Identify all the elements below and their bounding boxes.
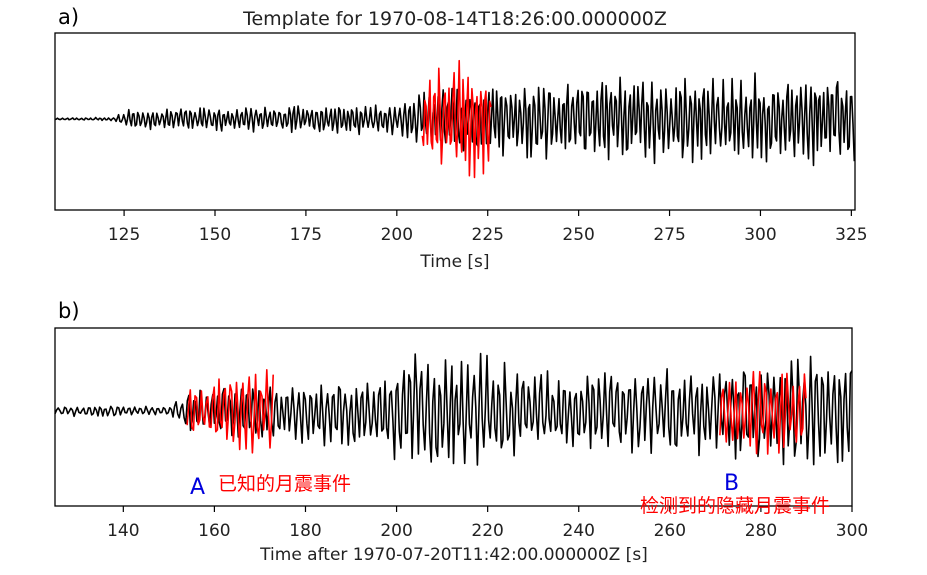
x-tick-label-225: 225 <box>472 225 504 245</box>
x-tick-label-280: 280 <box>745 521 777 541</box>
x-tick-label-300: 300 <box>836 521 868 541</box>
x-tick-label-250: 250 <box>562 225 594 245</box>
panel-a-title: Template for 1970-08-14T18:26:00.000000Z <box>242 8 667 30</box>
annotation-b-letter: B <box>724 471 739 496</box>
x-tick-label-220: 220 <box>471 521 503 541</box>
x-tick-label-275: 275 <box>653 225 685 245</box>
panel-a-x-axis-label: Time [s] <box>419 252 489 272</box>
panel-a-frame <box>54 32 856 211</box>
panel-b: b) 140 160 180 200 220 240 260 280 300 Time afte… <box>54 299 868 565</box>
x-tick-label-325: 325 <box>835 225 867 245</box>
x-tick-label-150: 150 <box>199 225 231 245</box>
panel-b-series-3-red <box>719 370 807 455</box>
x-tick-label-140: 140 <box>107 521 139 541</box>
x-tick-label-240: 240 <box>563 521 595 541</box>
panel-a-waveforms <box>54 59 856 179</box>
panel-b-series-1-black <box>54 352 853 466</box>
x-tick-label-160: 160 <box>198 521 230 541</box>
x-tick-label-200: 200 <box>380 521 412 541</box>
annotation-a-letter: A <box>190 475 205 500</box>
x-tick-label-260: 260 <box>654 521 686 541</box>
x-tick-label-180: 180 <box>289 521 321 541</box>
panel-a-series-1-black <box>54 72 856 167</box>
panel-a-label: a) <box>58 5 79 29</box>
annotation-a-text: 已知的月震事件 <box>218 473 351 495</box>
panel-b-series-2-red <box>186 368 274 454</box>
x-tick-label-300: 300 <box>744 225 776 245</box>
panel-a-series-2-red <box>421 59 492 179</box>
panel-b-label: b) <box>58 299 80 323</box>
annotation-b-text: 检测到的隐藏月震事件 <box>640 495 830 517</box>
x-tick-label-200: 200 <box>381 225 413 245</box>
x-tick-label-175: 175 <box>290 225 322 245</box>
panel-b-x-axis-label: Time after 1970-07-20T11:42:00.000000Z [… <box>259 545 648 565</box>
panel-b-waveforms <box>54 352 853 466</box>
panel-b-x-ticks: 140 160 180 200 220 240 260 280 300 <box>107 506 868 541</box>
x-tick-label-125: 125 <box>108 225 140 245</box>
panel-a: a) Template for 1970-08-14T18:26:00.0000… <box>54 5 868 272</box>
panel-a-x-ticks: 125 150 175 200 225 250 275 300 325 <box>108 210 868 245</box>
panel-b-frame <box>54 327 853 507</box>
